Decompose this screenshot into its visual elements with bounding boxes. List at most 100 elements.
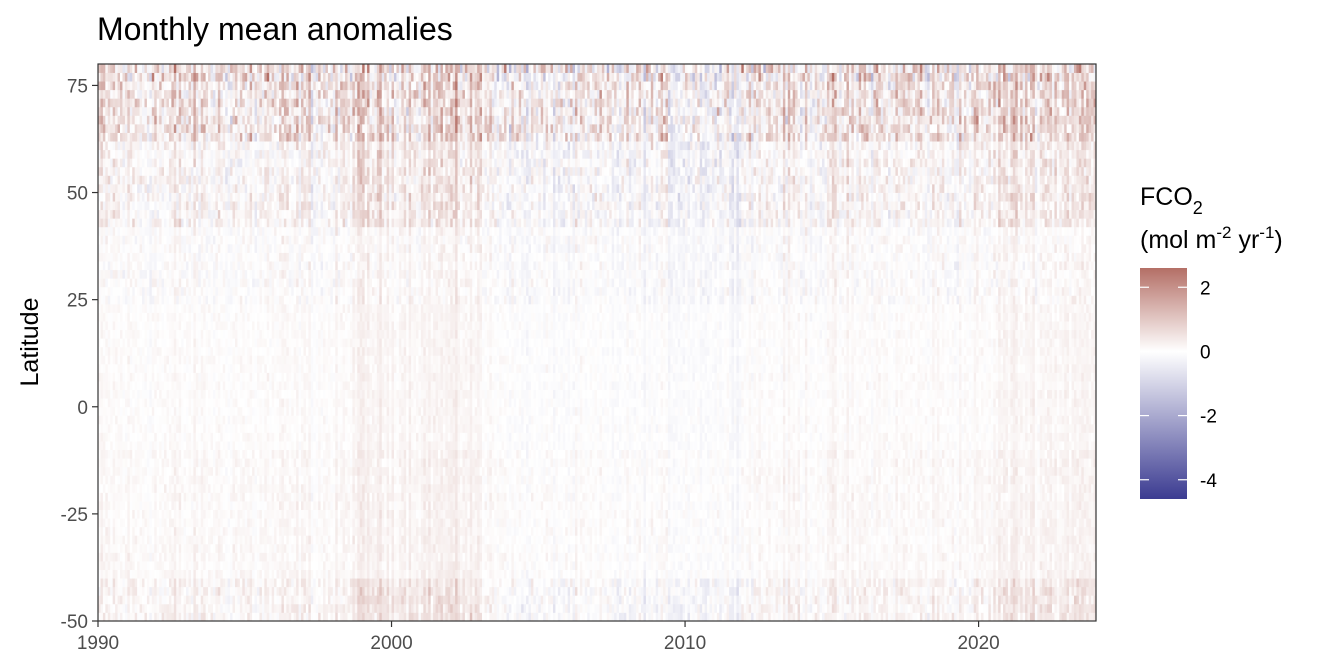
- heatmap-cell: [186, 287, 189, 296]
- heatmap-cell: [257, 287, 260, 296]
- heatmap-cell: [108, 484, 111, 493]
- heatmap-cell: [166, 218, 169, 227]
- heatmap-cell: [186, 175, 189, 184]
- heatmap-cell: [184, 81, 187, 90]
- heatmap-cell: [240, 184, 243, 193]
- heatmap-cell: [272, 201, 275, 210]
- heatmap-cell: [118, 184, 121, 193]
- heatmap-cell: [144, 450, 147, 459]
- heatmap-cell: [179, 218, 182, 227]
- heatmap-cell: [274, 432, 277, 441]
- heatmap-cell: [144, 133, 147, 142]
- heatmap-cell: [215, 518, 218, 527]
- heatmap-cell: [127, 73, 130, 82]
- heatmap-cell: [196, 201, 199, 210]
- heatmap-cell: [264, 304, 267, 313]
- heatmap-cell: [159, 561, 162, 570]
- heatmap-cell: [164, 415, 167, 424]
- heatmap-cell: [267, 304, 270, 313]
- heatmap-cell: [218, 158, 221, 167]
- heatmap-cell: [125, 90, 128, 99]
- heatmap-cell: [147, 313, 150, 322]
- heatmap-cell: [279, 115, 282, 124]
- heatmap-cell: [262, 210, 265, 219]
- heatmap-cell: [252, 278, 255, 287]
- heatmap-cell: [147, 432, 150, 441]
- heatmap-cell: [110, 218, 113, 227]
- heatmap-cell: [120, 270, 123, 279]
- heatmap-cell: [152, 510, 155, 519]
- heatmap-cell: [279, 527, 282, 536]
- heatmap-cell: [144, 355, 147, 364]
- heatmap-cell: [108, 492, 111, 501]
- heatmap-cell: [122, 595, 125, 604]
- heatmap-cell: [242, 518, 245, 527]
- heatmap-cell: [157, 424, 160, 433]
- heatmap-cell: [262, 432, 265, 441]
- heatmap-cell: [157, 313, 160, 322]
- heatmap-cell: [144, 330, 147, 339]
- heatmap-cell: [125, 450, 128, 459]
- heatmap-cell: [159, 175, 162, 184]
- heatmap-cell: [228, 432, 231, 441]
- heatmap-cell: [259, 604, 262, 613]
- heatmap-cell: [186, 107, 189, 116]
- heatmap-cell: [211, 510, 214, 519]
- heatmap-cell: [176, 441, 179, 450]
- heatmap-cell: [130, 527, 133, 536]
- heatmap-cell: [176, 372, 179, 381]
- heatmap-cell: [115, 158, 118, 167]
- heatmap-cell: [137, 544, 140, 553]
- heatmap-cell: [105, 390, 108, 399]
- heatmap-cell: [250, 133, 253, 142]
- heatmap-cell: [137, 184, 140, 193]
- heatmap-cell: [113, 150, 116, 159]
- heatmap-cell: [166, 381, 169, 390]
- heatmap-cell: [113, 167, 116, 176]
- heatmap-cell: [186, 570, 189, 579]
- heatmap-cell: [269, 270, 272, 279]
- heatmap-cell: [213, 193, 216, 202]
- heatmap-cell: [235, 141, 238, 150]
- heatmap-cell: [171, 338, 174, 347]
- heatmap-cell: [208, 167, 211, 176]
- heatmap-cell: [142, 141, 145, 150]
- heatmap-cell: [242, 150, 245, 159]
- heatmap-cell: [262, 201, 265, 210]
- heatmap-cell: [279, 561, 282, 570]
- heatmap-cell: [257, 570, 260, 579]
- heatmap-cell: [211, 441, 214, 450]
- heatmap-cell: [108, 278, 111, 287]
- heatmap-cell: [264, 501, 267, 510]
- heatmap-cell: [140, 90, 143, 99]
- heatmap-cell: [279, 64, 282, 73]
- heatmap-cell: [272, 595, 275, 604]
- heatmap-cell: [191, 81, 194, 90]
- heatmap-cell: [149, 390, 152, 399]
- heatmap-cell: [235, 372, 238, 381]
- heatmap-cell: [264, 578, 267, 587]
- heatmap-cell: [108, 73, 111, 82]
- heatmap-cell: [196, 175, 199, 184]
- heatmap-cell: [132, 570, 135, 579]
- heatmap-cell: [110, 295, 113, 304]
- heatmap-cell: [233, 390, 236, 399]
- heatmap-cell: [169, 578, 172, 587]
- heatmap-cell: [220, 321, 223, 330]
- heatmap-cell: [105, 64, 108, 73]
- heatmap-cell: [259, 167, 262, 176]
- heatmap-cell: [176, 535, 179, 544]
- heatmap-cell: [193, 64, 196, 73]
- heatmap-cell: [130, 244, 133, 253]
- heatmap-cell: [233, 64, 236, 73]
- heatmap-cell: [115, 381, 118, 390]
- heatmap-cell: [100, 235, 103, 244]
- heatmap-cell: [264, 287, 267, 296]
- heatmap-cell: [196, 227, 199, 236]
- heatmap-cell: [225, 253, 228, 262]
- heatmap-cell: [166, 450, 169, 459]
- heatmap-cell: [240, 278, 243, 287]
- heatmap-cell: [140, 561, 143, 570]
- heatmap-cell: [166, 193, 169, 202]
- heatmap-cell: [206, 535, 209, 544]
